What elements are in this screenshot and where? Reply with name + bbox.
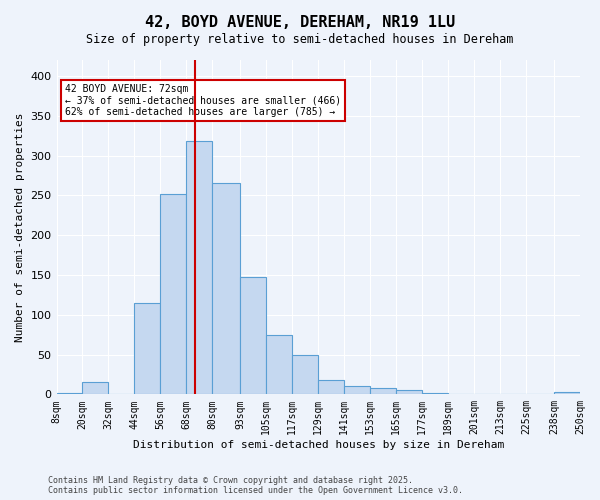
Bar [396, 390, 422, 394]
Bar [160, 194, 187, 394]
X-axis label: Distribution of semi-detached houses by size in Dereham: Distribution of semi-detached houses by … [133, 440, 504, 450]
Text: Size of property relative to semi-detached houses in Dereham: Size of property relative to semi-detach… [86, 32, 514, 46]
Bar [292, 354, 318, 395]
Bar [134, 303, 160, 394]
Bar [212, 184, 241, 394]
Text: 42, BOYD AVENUE, DEREHAM, NR19 1LU: 42, BOYD AVENUE, DEREHAM, NR19 1LU [145, 15, 455, 30]
Y-axis label: Number of semi-detached properties: Number of semi-detached properties [15, 112, 25, 342]
Bar [422, 392, 448, 394]
Bar [187, 141, 212, 395]
Bar [56, 392, 82, 394]
Bar [318, 380, 344, 394]
Text: 42 BOYD AVENUE: 72sqm
← 37% of semi-detached houses are smaller (466)
62% of sem: 42 BOYD AVENUE: 72sqm ← 37% of semi-deta… [65, 84, 341, 117]
Bar [266, 336, 292, 394]
Bar [82, 382, 109, 394]
Text: Contains HM Land Registry data © Crown copyright and database right 2025.
Contai: Contains HM Land Registry data © Crown c… [48, 476, 463, 495]
Bar [241, 278, 266, 394]
Bar [554, 392, 580, 394]
Bar [370, 388, 396, 394]
Bar [344, 386, 370, 394]
